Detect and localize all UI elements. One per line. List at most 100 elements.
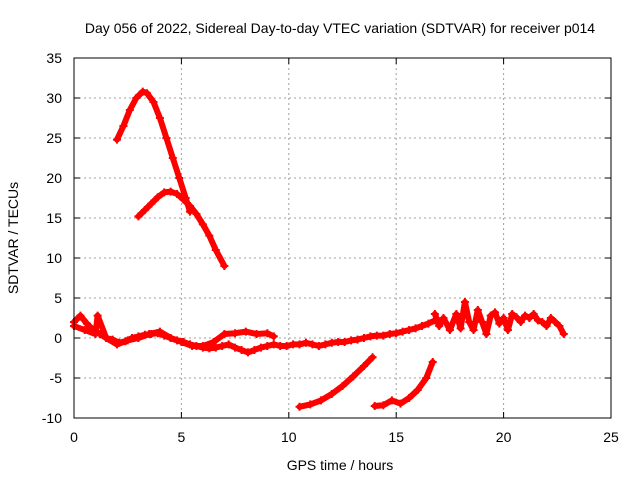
series-low-arc-2 [370,358,437,410]
data-point [231,329,240,338]
data-point [512,313,521,322]
data-point [218,342,227,350]
data-point [338,382,347,390]
data-point [430,310,439,318]
data-point [188,342,197,350]
data-point [76,311,85,320]
data-point [256,343,265,352]
data-point [533,316,542,325]
data-point [119,122,128,130]
data-point [250,346,259,354]
data-point [370,402,379,410]
data-point [317,396,326,405]
data-point [147,199,156,208]
data-point [495,319,504,328]
data-point [551,318,560,326]
grid [74,58,611,418]
data-point [499,314,508,322]
y-tick-label: 10 [46,250,62,266]
data-point [263,342,272,350]
data-point [123,336,132,345]
data-point [503,326,512,334]
data-point [368,353,377,362]
data-point [482,330,491,338]
y-tick-label: 15 [46,210,62,226]
data-point [529,310,538,318]
data-point [428,358,437,366]
y-tick-label: -5 [50,370,63,386]
data-point [93,311,102,320]
data-point [295,340,304,349]
data-point [340,338,349,346]
data-point [269,340,278,349]
data-point [224,340,233,349]
data-point [243,348,252,357]
x-tick-label: 20 [496,429,512,445]
data-point [413,386,422,394]
data-point [91,330,100,338]
data-point [460,298,469,306]
data-point [387,396,396,405]
data-point [465,318,474,326]
data-point [125,106,134,114]
data-point [405,326,414,334]
y-tick-label: 0 [54,330,62,346]
data-point [417,322,426,330]
data-point [155,327,164,336]
data-point [211,343,220,352]
data-point [379,401,388,410]
data-point [134,334,143,342]
data-point [546,314,555,322]
y-axis-label: SDTVAR / TECUs [5,182,21,294]
data-point [306,400,315,409]
data-point [211,246,220,254]
data-point [102,334,111,342]
data-point [469,326,478,334]
data-point [237,346,246,354]
axis-ticks: 0 5 10 15 20 25 -10 -5 0 5 10 15 20 25 30 35 [42,50,619,445]
data-point [379,331,388,340]
data-point [198,220,207,229]
data-point [327,390,336,398]
data-point [134,212,143,221]
data-point [559,330,568,338]
y-tick-label: 25 [46,130,62,146]
data-point [538,318,547,326]
data-point [321,340,330,349]
data-point [422,374,431,382]
data-point [149,98,158,106]
data-point [175,174,184,182]
data-point [295,402,304,411]
data-point [473,306,482,314]
series-mid-arc [134,187,229,270]
y-tick-label: -10 [42,410,62,426]
data-point [521,311,530,320]
data-point [155,114,164,122]
data-point [398,327,407,336]
data-point [542,322,551,330]
data-point [424,319,433,328]
data-point [162,134,171,142]
x-tick-label: 15 [388,429,404,445]
series-low-arc-1 [295,353,377,411]
data-point [445,326,454,334]
data-point [555,322,564,330]
data-point [308,340,317,349]
data-series [70,87,568,411]
data-point [112,135,121,144]
data-point [231,343,240,352]
series-line [135,188,228,269]
data-point [478,318,487,326]
series-secondary-band [70,311,278,350]
data-point [405,394,414,402]
chart-title: Day 056 of 2022, Sidereal Day-to-day VTE… [85,20,595,36]
data-point [349,372,358,381]
x-tick-label: 25 [603,429,619,445]
data-point [359,334,368,342]
data-point [138,87,147,96]
data-point [220,262,229,270]
data-point [314,342,323,350]
data-point [353,335,362,344]
